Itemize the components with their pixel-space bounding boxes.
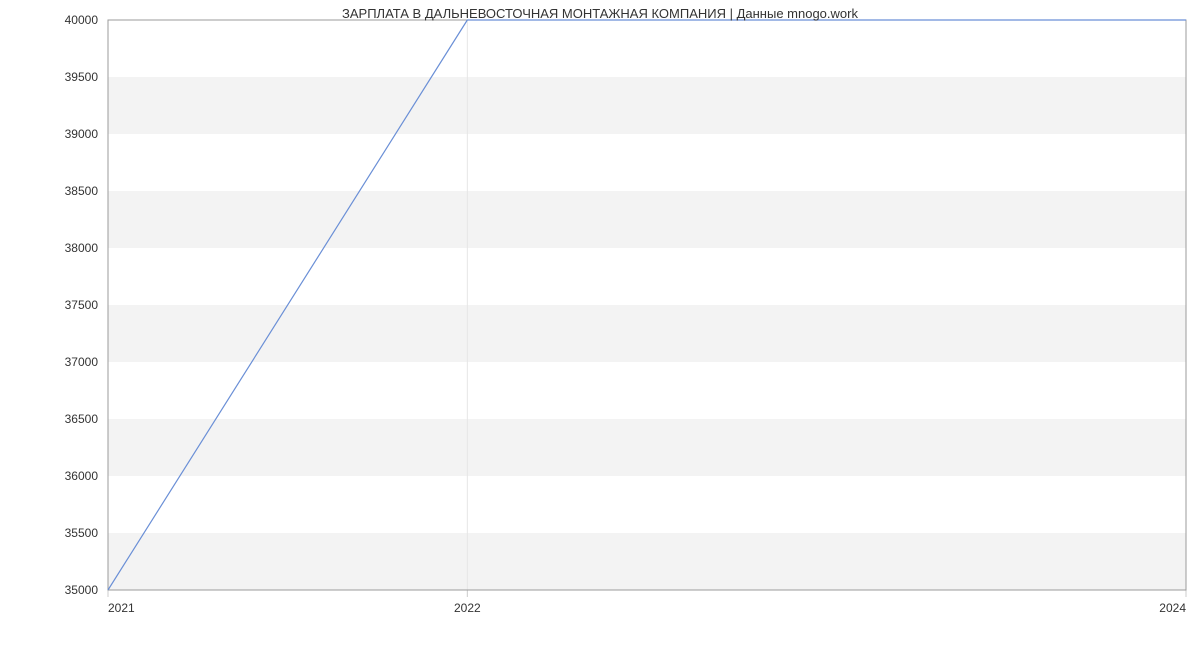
svg-text:36000: 36000 (65, 469, 99, 483)
svg-text:37000: 37000 (65, 355, 99, 369)
chart-title: ЗАРПЛАТА В ДАЛЬНЕВОСТОЧНАЯ МОНТАЖНАЯ КОМ… (0, 6, 1200, 21)
chart-container: ЗАРПЛАТА В ДАЛЬНЕВОСТОЧНАЯ МОНТАЖНАЯ КОМ… (0, 0, 1200, 650)
svg-text:39500: 39500 (65, 70, 99, 84)
svg-text:37500: 37500 (65, 298, 99, 312)
svg-text:2024: 2024 (1159, 601, 1186, 615)
svg-text:2022: 2022 (454, 601, 481, 615)
svg-text:38500: 38500 (65, 184, 99, 198)
svg-text:2021: 2021 (108, 601, 135, 615)
svg-text:36500: 36500 (65, 412, 99, 426)
svg-text:35000: 35000 (65, 583, 99, 597)
svg-text:39000: 39000 (65, 127, 99, 141)
svg-text:38000: 38000 (65, 241, 99, 255)
svg-text:35500: 35500 (65, 526, 99, 540)
line-chart: 35000 35500 36000 36500 37000 37500 38000 38500… (0, 0, 1200, 650)
